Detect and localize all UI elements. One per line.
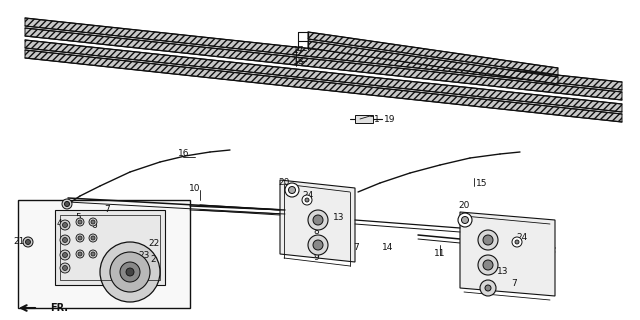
Circle shape bbox=[91, 252, 95, 256]
Circle shape bbox=[63, 266, 67, 270]
Text: 17: 17 bbox=[292, 45, 304, 54]
Circle shape bbox=[289, 187, 296, 194]
Text: 19: 19 bbox=[384, 115, 396, 124]
Polygon shape bbox=[25, 28, 622, 100]
Circle shape bbox=[515, 240, 519, 244]
Circle shape bbox=[78, 236, 82, 240]
Circle shape bbox=[308, 235, 328, 255]
Text: 9: 9 bbox=[313, 253, 319, 262]
Text: 18: 18 bbox=[292, 57, 304, 66]
Circle shape bbox=[110, 252, 150, 292]
Circle shape bbox=[100, 242, 160, 302]
Text: 2: 2 bbox=[150, 255, 156, 265]
Polygon shape bbox=[25, 40, 622, 112]
Circle shape bbox=[60, 250, 70, 260]
Text: 5: 5 bbox=[75, 213, 81, 222]
Circle shape bbox=[26, 239, 31, 244]
Circle shape bbox=[478, 255, 498, 275]
Circle shape bbox=[91, 220, 95, 224]
Text: 13: 13 bbox=[497, 268, 509, 276]
Text: 20: 20 bbox=[458, 201, 469, 210]
Text: 7: 7 bbox=[104, 205, 109, 214]
Circle shape bbox=[60, 220, 70, 230]
Circle shape bbox=[76, 250, 84, 258]
Circle shape bbox=[23, 237, 33, 247]
Circle shape bbox=[313, 215, 323, 225]
Circle shape bbox=[62, 199, 72, 209]
Circle shape bbox=[76, 218, 84, 226]
Text: 21: 21 bbox=[13, 237, 25, 246]
Circle shape bbox=[63, 222, 67, 228]
Circle shape bbox=[91, 236, 95, 240]
Text: 22: 22 bbox=[148, 238, 159, 247]
Circle shape bbox=[512, 237, 522, 247]
Text: 7: 7 bbox=[353, 244, 359, 252]
Bar bbox=[60, 215, 160, 280]
Circle shape bbox=[480, 280, 496, 296]
Circle shape bbox=[305, 198, 309, 202]
Circle shape bbox=[285, 183, 299, 197]
Polygon shape bbox=[308, 32, 558, 75]
Circle shape bbox=[76, 234, 84, 242]
Circle shape bbox=[89, 234, 97, 242]
Circle shape bbox=[478, 230, 498, 250]
Text: 24: 24 bbox=[516, 234, 527, 243]
Circle shape bbox=[65, 202, 70, 206]
Circle shape bbox=[483, 235, 493, 245]
Circle shape bbox=[63, 252, 67, 258]
Text: FR.: FR. bbox=[50, 303, 68, 313]
Circle shape bbox=[126, 268, 134, 276]
Circle shape bbox=[89, 250, 97, 258]
Circle shape bbox=[78, 220, 82, 224]
Circle shape bbox=[308, 210, 328, 230]
Text: 11: 11 bbox=[435, 249, 445, 258]
Text: 23: 23 bbox=[138, 251, 149, 260]
Text: 10: 10 bbox=[189, 183, 201, 193]
Polygon shape bbox=[460, 212, 555, 296]
Text: 14: 14 bbox=[382, 244, 394, 252]
Text: 7: 7 bbox=[511, 279, 516, 289]
Text: 3: 3 bbox=[133, 274, 139, 283]
Circle shape bbox=[458, 213, 472, 227]
Polygon shape bbox=[25, 50, 622, 122]
Bar bbox=[55, 210, 165, 285]
Text: 13: 13 bbox=[333, 213, 344, 222]
Text: 8: 8 bbox=[313, 228, 319, 236]
Text: 4: 4 bbox=[56, 219, 62, 228]
Circle shape bbox=[120, 262, 140, 282]
Bar bbox=[18, 200, 190, 308]
Circle shape bbox=[60, 263, 70, 273]
Circle shape bbox=[313, 240, 323, 250]
Text: 15: 15 bbox=[476, 179, 488, 188]
Text: 20: 20 bbox=[278, 178, 290, 187]
Text: 12: 12 bbox=[479, 260, 491, 268]
Polygon shape bbox=[308, 41, 558, 84]
Circle shape bbox=[78, 252, 82, 256]
Text: 24: 24 bbox=[302, 191, 313, 201]
Polygon shape bbox=[280, 180, 355, 262]
Circle shape bbox=[485, 285, 491, 291]
Circle shape bbox=[89, 218, 97, 226]
Text: 16: 16 bbox=[178, 148, 189, 157]
Text: 1: 1 bbox=[374, 115, 380, 124]
Circle shape bbox=[63, 237, 67, 243]
Circle shape bbox=[461, 217, 468, 223]
Circle shape bbox=[60, 235, 70, 245]
Circle shape bbox=[302, 195, 312, 205]
Polygon shape bbox=[25, 18, 622, 90]
Bar bbox=[355, 115, 373, 123]
Text: 6: 6 bbox=[91, 220, 97, 229]
Circle shape bbox=[483, 260, 493, 270]
